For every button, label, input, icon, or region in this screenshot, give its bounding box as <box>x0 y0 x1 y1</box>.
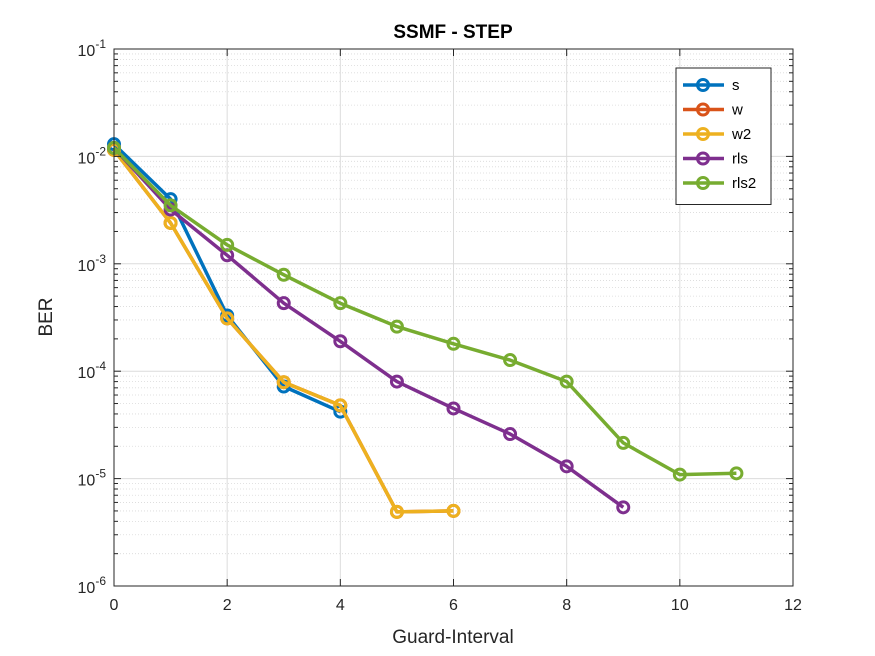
series-line-w2 <box>112 148 454 514</box>
series-line-rls <box>112 146 625 509</box>
legend-label-rls2: rls2 <box>732 175 756 192</box>
series-line-rls2 <box>112 146 737 477</box>
data-point <box>389 374 404 389</box>
data-point <box>220 311 235 326</box>
data-point <box>389 319 404 334</box>
x-tick-label: 4 <box>336 597 345 614</box>
data-point <box>559 374 574 389</box>
legend: sw w2 rls rls2 <box>675 67 772 205</box>
legend-label-w: w <box>731 102 743 119</box>
legend-label-rls: rls <box>732 151 748 168</box>
legend-marker-rls <box>696 151 710 166</box>
y-axis-label: BER <box>36 297 57 336</box>
y-tick-label: 10-3 <box>78 252 107 275</box>
data-point <box>220 237 235 252</box>
series-rls <box>107 140 631 515</box>
y-tick-label: 10-2 <box>78 144 107 167</box>
data-point <box>503 353 518 368</box>
x-axis-label: Guard-Interval <box>392 627 513 648</box>
ticks <box>113 48 794 587</box>
data-point <box>163 198 178 213</box>
data-point <box>616 435 631 450</box>
x-tick-label: 0 <box>110 597 119 614</box>
y-tick-labels: 10-6 10-5 10-4 10-3 10-2 10-1 <box>78 37 107 597</box>
x-tick-labels: 0 2 4 6 8 10 12 <box>110 597 802 614</box>
data-point <box>616 500 631 515</box>
data-point <box>446 336 461 351</box>
legend-label-s: s <box>732 77 740 94</box>
chart-title: SSMF - STEP <box>393 22 513 43</box>
y-tick-label: 10-5 <box>78 467 107 490</box>
legend-marker-w2 <box>696 127 710 141</box>
y-tick-label: 10-1 <box>78 37 107 60</box>
data-point <box>276 296 291 311</box>
legend-label-w2: w2 <box>731 126 751 143</box>
data-point <box>446 503 461 518</box>
data-point <box>503 427 518 442</box>
y-tick-label: 10-4 <box>78 359 107 382</box>
x-tick-label: 12 <box>784 597 802 614</box>
legend-marker-rls2 <box>696 176 710 190</box>
data-point <box>333 296 348 311</box>
data-point <box>163 215 178 230</box>
x-tick-label: 10 <box>671 597 689 614</box>
x-tick-label: 8 <box>562 597 571 614</box>
data-point <box>446 401 461 416</box>
data-point <box>333 398 348 413</box>
data-point <box>333 334 348 349</box>
y-tick-label: 10-6 <box>78 574 107 597</box>
data-point <box>276 375 291 390</box>
data-point <box>559 459 574 474</box>
x-tick-label: 2 <box>223 597 232 614</box>
data-point <box>672 467 687 482</box>
legend-marker-s <box>696 78 710 92</box>
series-group <box>107 137 744 519</box>
legend-marker-w <box>696 102 710 117</box>
data-point <box>276 267 291 282</box>
data-point <box>389 504 404 519</box>
data-point <box>729 466 744 481</box>
x-tick-label: 6 <box>449 597 458 614</box>
